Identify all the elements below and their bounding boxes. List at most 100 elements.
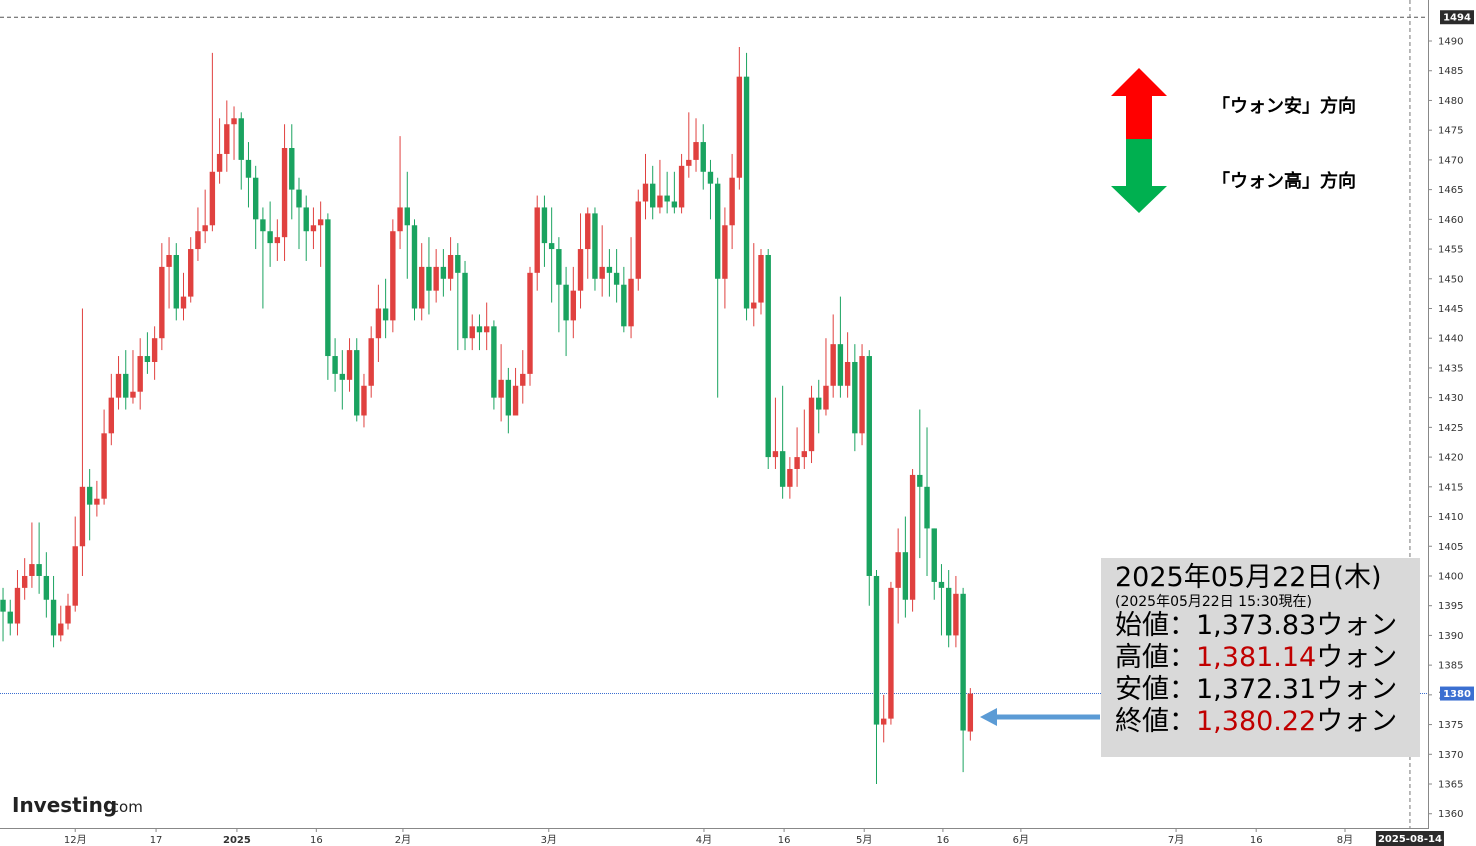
candle-body xyxy=(433,266,439,291)
info-value: 1,373.83 xyxy=(1196,610,1317,641)
candle-body xyxy=(101,433,107,499)
candle-body xyxy=(830,344,836,386)
x-tick-label: 4月 xyxy=(696,834,712,846)
candle-body xyxy=(570,290,577,321)
y-tick-label: 1485 xyxy=(1438,66,1463,77)
x-tick-label: 12月 xyxy=(64,834,87,846)
y-tick-label: 1430 xyxy=(1438,393,1463,404)
info-label: 安値： xyxy=(1115,674,1196,705)
cursor-label: 2025-08-14 xyxy=(1378,834,1442,845)
candle-body xyxy=(65,605,71,624)
y-tick-label: 1425 xyxy=(1438,423,1463,434)
x-tick-label: 2025 xyxy=(223,835,251,846)
logo: Investing xyxy=(12,793,117,817)
candle-body xyxy=(960,593,966,731)
last-price-label: 1380 xyxy=(1443,689,1471,700)
candle-body xyxy=(267,231,273,244)
candle-body xyxy=(245,159,252,178)
candle-body xyxy=(714,183,721,279)
candle-body xyxy=(693,142,699,160)
candle-body xyxy=(382,308,389,321)
candle-body xyxy=(151,338,158,362)
x-tick-label: 8月 xyxy=(1337,834,1353,846)
info-value: 1,372.31 xyxy=(1196,674,1317,705)
candle-body xyxy=(577,249,584,291)
candle-body xyxy=(79,486,86,547)
candle-body xyxy=(606,266,613,273)
candle-body xyxy=(823,385,829,410)
candle-body xyxy=(621,284,627,327)
candle-body xyxy=(541,207,548,244)
x-tick-label: 6月 xyxy=(1013,834,1029,846)
candle-body xyxy=(289,148,295,190)
candle-body xyxy=(743,76,750,309)
info-row: 高値：1,381.14ウォン xyxy=(1115,642,1420,674)
candle-body xyxy=(816,397,822,410)
y-tick-label: 1445 xyxy=(1438,304,1463,315)
x-tick-label: 16 xyxy=(1250,835,1263,846)
candle-body xyxy=(303,207,309,232)
candle-body xyxy=(808,397,815,452)
candle-body xyxy=(72,546,78,606)
candle-body xyxy=(686,159,692,166)
candle-body xyxy=(390,231,396,321)
candle-body xyxy=(296,189,302,208)
candle-body xyxy=(455,254,461,273)
candle-body xyxy=(794,457,800,469)
candle-body xyxy=(447,254,454,279)
info-asof: (2025年05月22日 15:30現在) xyxy=(1115,594,1312,610)
y-tick-label: 1480 xyxy=(1438,96,1463,107)
candle-body xyxy=(202,225,208,232)
candle-body xyxy=(635,201,641,279)
cursor-box xyxy=(1375,831,1444,846)
y-tick-label: 1440 xyxy=(1438,334,1463,345)
candle-body xyxy=(967,693,974,732)
x-tick-label: 5月 xyxy=(856,834,872,846)
candle-body xyxy=(339,373,346,380)
info-unit: ウォン xyxy=(1316,610,1398,641)
candle-body xyxy=(361,385,367,416)
candle-body xyxy=(50,599,57,636)
y-tick-label: 1450 xyxy=(1438,274,1463,285)
candle-body xyxy=(317,219,324,226)
candle-body xyxy=(36,564,42,576)
candle-body xyxy=(252,177,259,220)
candle-body xyxy=(945,587,952,636)
candle-body xyxy=(678,165,685,208)
candle-body xyxy=(844,361,851,386)
candle-body xyxy=(592,213,598,279)
candle-body xyxy=(130,391,136,398)
candle-body xyxy=(426,266,432,291)
y-tick-label: 1415 xyxy=(1438,482,1463,493)
x-tick-label: 2月 xyxy=(395,834,411,846)
y-tick-label: 1390 xyxy=(1438,631,1463,642)
info-label: 始値： xyxy=(1115,610,1196,641)
y-tick-label: 1410 xyxy=(1438,512,1463,523)
info-value: 1,380.22 xyxy=(1196,706,1317,737)
candle-body xyxy=(180,296,187,309)
y-tick-label: 1435 xyxy=(1438,363,1463,374)
candle-body xyxy=(527,272,533,374)
candle-body xyxy=(700,142,706,172)
candle-body xyxy=(195,231,201,250)
candle-body xyxy=(787,468,793,487)
candle-body xyxy=(238,118,244,160)
candle-body xyxy=(397,207,403,232)
candle-body xyxy=(498,379,504,398)
candle-body xyxy=(123,373,129,398)
candle-body xyxy=(411,225,418,309)
candle-body xyxy=(231,118,237,125)
candle-body xyxy=(325,219,331,357)
y-tick-label: 1470 xyxy=(1438,155,1463,166)
candle-body xyxy=(722,225,728,279)
down-arrow xyxy=(1111,139,1167,213)
candle-body xyxy=(0,599,6,612)
candle-body xyxy=(772,451,779,458)
x-tick-label: 16 xyxy=(310,835,323,846)
info-label: 高値： xyxy=(1115,642,1196,673)
candle-body xyxy=(938,581,945,588)
candle-body xyxy=(859,356,865,434)
candle-body xyxy=(924,486,930,529)
